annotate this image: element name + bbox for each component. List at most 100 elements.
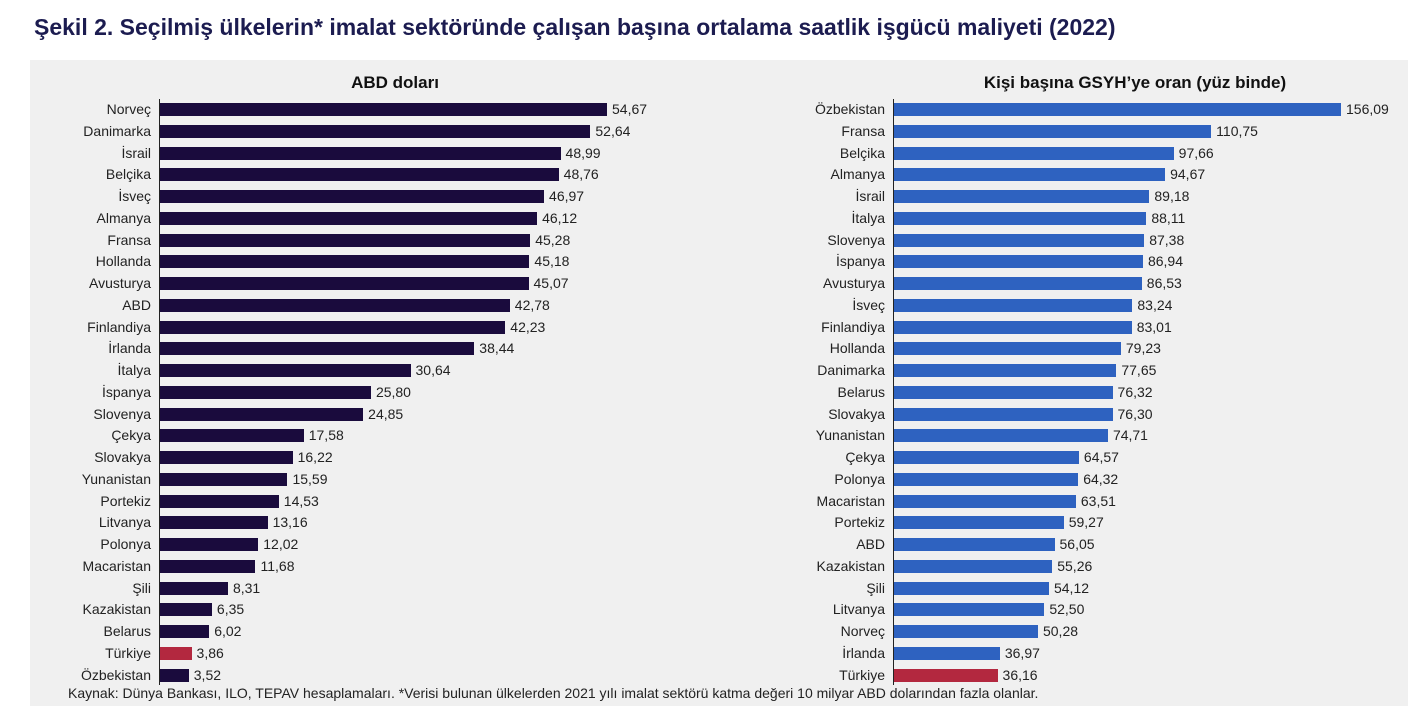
bar [894, 429, 1108, 443]
category-label: İtalya [117, 362, 151, 379]
data-label: 76,32 [1117, 383, 1153, 400]
data-label: 63,51 [1080, 492, 1116, 509]
data-label: 3,52 [193, 666, 222, 683]
bar [894, 385, 1113, 399]
category-label: Almanya [96, 209, 151, 226]
data-label: 52,64 [595, 122, 631, 139]
figure-title: Şekil 2. Seçilmiş ülkelerin* imalat sekt… [34, 14, 1116, 40]
category-label: Türkiye [839, 666, 885, 683]
bar [894, 668, 998, 682]
category-label: İsveç [118, 188, 151, 205]
category-label: Belçika [105, 166, 151, 183]
bar [894, 168, 1166, 182]
data-label: 16,22 [297, 449, 333, 466]
category-label: ABD [856, 536, 885, 553]
category-label: Yunanistan [815, 427, 885, 444]
category-label: Slovenya [827, 231, 885, 248]
data-label: 54,12 [1053, 579, 1090, 596]
data-label: 3,86 [196, 645, 224, 661]
category-label: İspanya [835, 253, 885, 270]
data-label: 45,28 [535, 231, 571, 248]
category-label: Çekya [111, 427, 151, 444]
category-label: Avusturya [89, 275, 151, 292]
data-label: 14,53 [283, 492, 319, 509]
data-label: 55,26 [1057, 557, 1093, 574]
category-label: Fransa [107, 231, 151, 248]
chart-panel [30, 60, 1408, 706]
category-label: Finlandiya [821, 318, 885, 335]
data-label: 88,11 [1151, 209, 1186, 226]
data-label: 6,02 [214, 623, 242, 640]
bar [894, 647, 1000, 660]
category-label: İsrail [855, 188, 885, 205]
bar [160, 647, 192, 660]
category-label: Danimarka [817, 362, 885, 379]
bar [894, 625, 1038, 639]
category-label: Macaristan [816, 492, 885, 509]
category-label: Türkiye [105, 645, 151, 661]
bar [894, 342, 1121, 356]
bar [160, 342, 475, 356]
bar [894, 364, 1117, 378]
data-label: 24,85 [368, 405, 404, 422]
category-label: Polonya [100, 536, 151, 553]
category-label: Slovenya [93, 405, 151, 422]
bar [160, 255, 530, 269]
category-label: Belarus [837, 383, 885, 400]
bar [160, 581, 228, 595]
category-label: Portekiz [100, 492, 151, 509]
data-label: 42,23 [510, 318, 546, 335]
bar [894, 146, 1174, 160]
bar [160, 298, 510, 312]
bar [894, 407, 1113, 421]
category-label: Kazakistan [816, 557, 885, 574]
data-label: 83,01 [1136, 318, 1172, 335]
bar [894, 277, 1142, 291]
data-label: 86,53 [1146, 275, 1182, 292]
data-label: 87,38 [1149, 231, 1185, 248]
bar [894, 494, 1076, 508]
data-label: 77,65 [1121, 362, 1157, 379]
data-label: 48,99 [565, 144, 601, 161]
category-label: Özbekistan [814, 101, 885, 117]
bar [894, 603, 1045, 617]
bar [894, 538, 1055, 552]
category-label: Macaristan [82, 557, 151, 574]
bar [894, 190, 1150, 204]
bar [160, 168, 559, 182]
bar [160, 668, 189, 682]
data-label: 17,58 [308, 427, 344, 444]
data-label: 59,27 [1068, 514, 1104, 531]
left-chart-title: ABD doları [351, 73, 439, 92]
data-label: 76,30 [1117, 405, 1153, 422]
data-label: 30,64 [415, 362, 451, 379]
category-label: İspanya [101, 383, 151, 400]
category-label: İsrail [121, 144, 151, 161]
category-label: Polonya [834, 470, 885, 487]
bar [160, 603, 212, 617]
bar [894, 451, 1079, 465]
category-label: Fransa [841, 122, 885, 139]
category-label: İsveç [852, 296, 885, 313]
category-label: Finlandiya [87, 318, 151, 335]
bar [160, 429, 304, 443]
category-label: Litvanya [832, 601, 885, 618]
data-label: 64,32 [1083, 470, 1119, 487]
left-y-axis [159, 99, 160, 685]
category-label: Hollanda [829, 340, 885, 357]
category-label: Slovakya [828, 405, 885, 422]
category-label: Çekya [845, 449, 885, 466]
category-label: Belarus [103, 623, 151, 640]
category-label: Şili [866, 579, 885, 596]
right-chart-title: Kişi başına GSYH’ye oran (yüz binde) [983, 73, 1287, 92]
category-label: İrlanda [108, 340, 151, 357]
data-label: 6,35 [216, 601, 245, 618]
category-label: Litvanya [98, 514, 151, 531]
data-label: 11,68 [260, 557, 295, 574]
bar [160, 211, 538, 225]
data-label: 89,18 [1154, 188, 1190, 205]
data-label: 156,09 [1346, 101, 1389, 117]
bar [160, 472, 288, 486]
category-label: Yunanistan [81, 470, 151, 487]
bar [894, 472, 1079, 486]
